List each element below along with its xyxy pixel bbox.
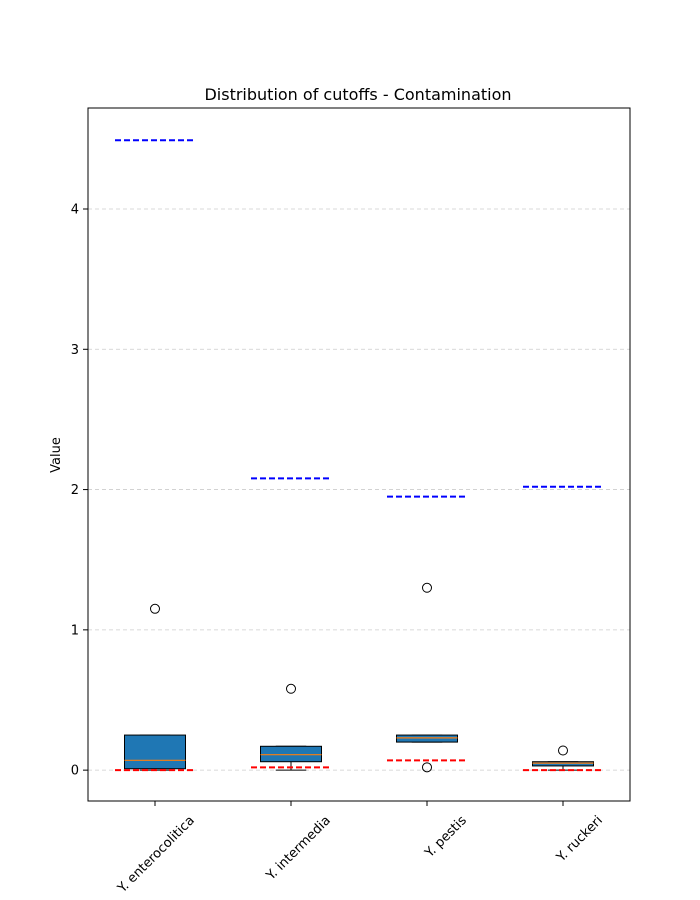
plot-frame: [87, 107, 631, 802]
x-tick-label: Y. ruckeri: [553, 813, 606, 866]
y-axis: 0 1 2 3 4: [71, 203, 88, 779]
outlier-point: [422, 582, 432, 593]
x-tick-label: Y. enterocolitica: [114, 813, 197, 896]
chart-title: Distribution of cutoffs - Contamination: [204, 85, 511, 104]
x-tick-label: Y. intermedia: [263, 813, 334, 884]
box-plot-group: [532, 745, 594, 771]
y-tick-label: 4: [71, 203, 79, 218]
iqr-box: [532, 761, 594, 767]
x-tick-label: Y. pestis: [422, 813, 470, 861]
outlier-point: [150, 603, 160, 614]
iqr-box: [124, 734, 186, 770]
iqr-box: [396, 734, 458, 743]
y-axis-label: Value: [49, 437, 64, 473]
boxes: [115, 582, 603, 773]
x-axis: Y. enterocolitica Y. intermedia Y. pestis Y…: [114, 801, 606, 897]
reference-lines: [115, 139, 603, 498]
outlier-point: [558, 745, 568, 756]
box-plot-group: [260, 683, 322, 771]
y-tick-label: 2: [71, 483, 79, 498]
box-plot-group: [124, 603, 186, 771]
box-plot-group: [396, 582, 458, 773]
outlier-point: [422, 762, 432, 773]
y-tick-label: 3: [71, 343, 79, 358]
y-tick-label: 0: [71, 764, 79, 779]
outlier-point: [286, 683, 296, 694]
gridlines: [88, 208, 630, 771]
y-tick-label: 1: [71, 623, 79, 638]
iqr-box: [260, 745, 322, 763]
